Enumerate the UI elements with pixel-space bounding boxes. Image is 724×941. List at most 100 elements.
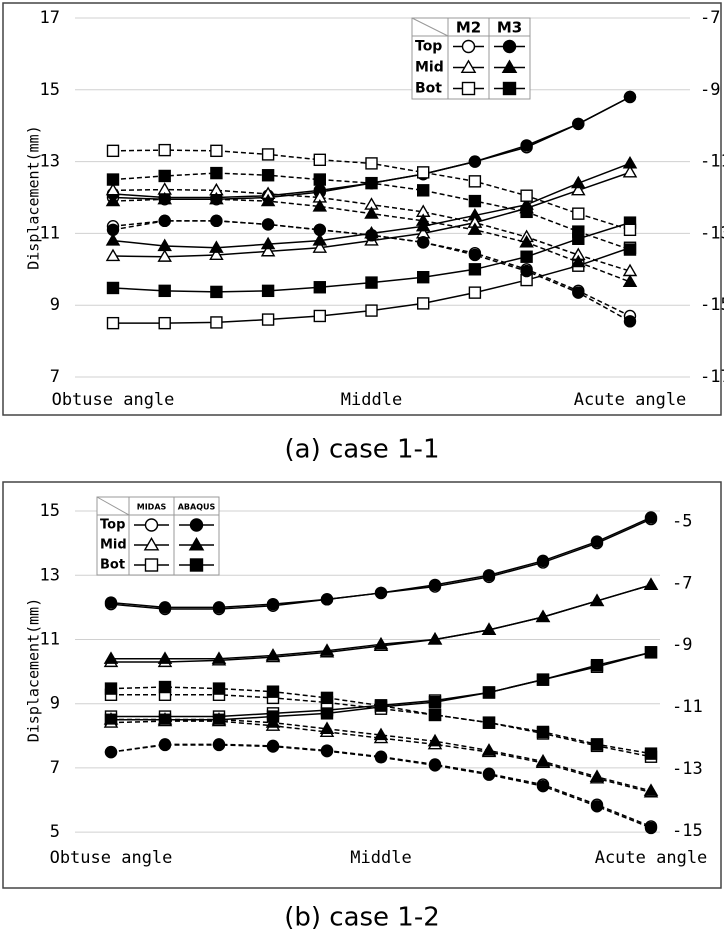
marker <box>590 535 604 548</box>
marker <box>468 248 482 262</box>
chart-frame <box>2 481 722 889</box>
marker <box>312 199 328 212</box>
legend-row: Bot <box>415 81 442 97</box>
marker <box>502 39 517 54</box>
marker <box>417 236 430 249</box>
y2-tick-label: -11 <box>700 152 724 172</box>
marker <box>520 205 533 219</box>
marker <box>468 263 482 276</box>
marker <box>212 601 226 614</box>
marker <box>211 712 227 725</box>
y-tick-label: 11 <box>40 223 60 243</box>
marker <box>623 90 637 104</box>
marker <box>157 238 172 252</box>
y-tick-label: 7 <box>50 367 60 387</box>
marker <box>590 738 604 751</box>
marker <box>157 249 172 262</box>
marker <box>210 144 223 158</box>
marker <box>572 286 585 299</box>
marker <box>536 554 550 568</box>
marker <box>313 281 326 294</box>
y-tick-label: 7 <box>50 758 60 778</box>
marker <box>103 712 119 725</box>
marker <box>520 250 533 263</box>
marker <box>428 578 442 592</box>
caption: (a) case 1-1 <box>285 435 440 465</box>
marker <box>535 609 551 623</box>
marker <box>106 144 120 158</box>
y-axis-label: Displacement(mm) <box>25 598 43 743</box>
y-tick-label: 5 <box>50 822 60 842</box>
marker <box>374 699 388 712</box>
marker <box>428 759 442 772</box>
marker <box>143 537 160 551</box>
marker <box>319 721 335 734</box>
marker <box>105 193 121 207</box>
marker <box>312 240 328 253</box>
marker <box>374 586 388 600</box>
legend-row: Top <box>415 39 442 55</box>
marker <box>501 59 518 74</box>
marker <box>365 157 378 170</box>
marker <box>260 243 276 257</box>
marker <box>519 234 534 248</box>
marker <box>210 166 223 180</box>
marker <box>364 206 379 219</box>
y2-tick-label: -13 <box>700 223 724 243</box>
marker <box>158 316 171 330</box>
marker <box>157 651 173 664</box>
marker <box>482 768 496 781</box>
y-tick-label: 13 <box>40 152 60 172</box>
legend-column: ABAQUS <box>178 503 216 512</box>
marker <box>622 164 638 178</box>
marker <box>623 223 637 237</box>
marker <box>313 309 326 323</box>
marker <box>106 281 120 295</box>
marker <box>427 733 443 747</box>
marker <box>266 685 280 698</box>
marker <box>212 738 226 752</box>
marker <box>319 643 335 656</box>
legend-column: M2 <box>456 19 481 37</box>
marker <box>415 213 431 226</box>
marker <box>622 155 638 169</box>
marker <box>320 691 334 705</box>
y2-tick-label: -15 <box>700 295 724 315</box>
marker <box>158 601 172 614</box>
marker <box>590 658 604 672</box>
marker <box>520 189 533 202</box>
marker <box>461 81 476 96</box>
y2-tick-label: -9 <box>672 635 692 655</box>
marker <box>158 738 172 752</box>
x-tick-label: Acute angle <box>574 390 687 410</box>
y2-tick-label: -7 <box>672 573 692 593</box>
marker <box>209 191 224 205</box>
marker <box>590 800 604 813</box>
y-tick-label: 9 <box>50 694 60 714</box>
caption: (b) case 1-2 <box>284 903 440 933</box>
marker <box>313 173 326 186</box>
marker <box>260 193 276 207</box>
marker <box>623 315 637 328</box>
marker <box>158 680 172 694</box>
marker <box>261 218 275 231</box>
y2-tick-label: -9 <box>700 80 720 100</box>
marker <box>374 751 388 764</box>
marker <box>428 695 442 709</box>
marker <box>461 39 476 54</box>
marker <box>265 715 281 728</box>
y2-tick-label: -15 <box>672 821 703 841</box>
marker <box>373 636 389 650</box>
chart-frame <box>2 2 722 416</box>
marker <box>417 166 430 179</box>
series-line <box>111 694 652 758</box>
marker <box>210 285 223 299</box>
marker <box>481 743 497 756</box>
x-tick-label: Middle <box>341 390 402 410</box>
marker <box>644 747 658 760</box>
marker <box>104 682 118 695</box>
x-tick-label: Middle <box>350 848 411 868</box>
series-line <box>110 744 652 829</box>
marker <box>106 173 120 186</box>
